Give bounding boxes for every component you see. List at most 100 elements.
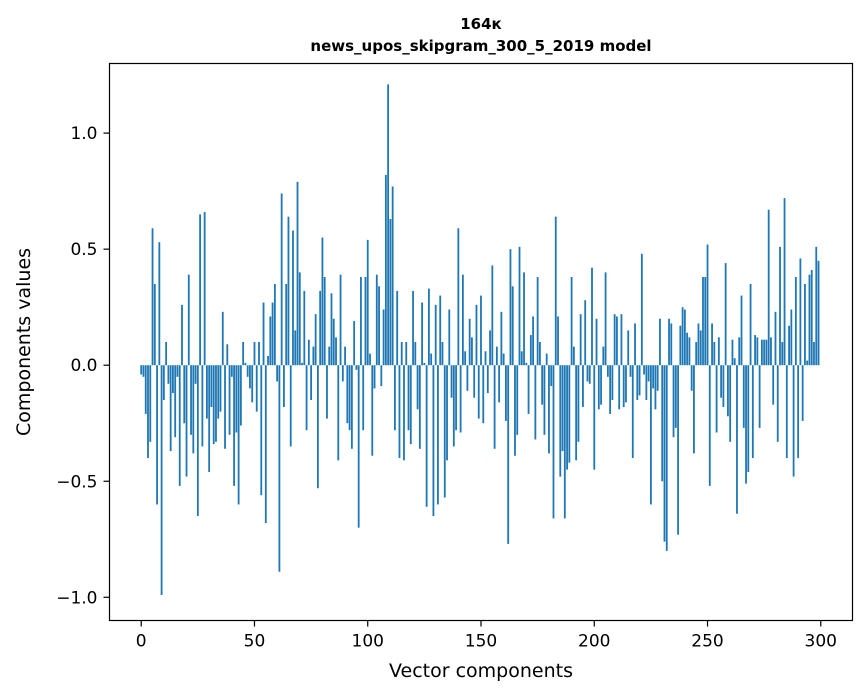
bar-20 bbox=[185, 365, 188, 477]
bar-169 bbox=[523, 272, 525, 366]
bar-244 bbox=[693, 365, 695, 454]
bar-163 bbox=[509, 249, 512, 366]
bar-55 bbox=[264, 365, 267, 524]
bar-19 bbox=[183, 365, 186, 424]
bar-120 bbox=[412, 290, 414, 366]
bar-289 bbox=[794, 277, 797, 366]
bar-245 bbox=[695, 342, 698, 366]
bar-84 bbox=[330, 293, 333, 366]
bar-181 bbox=[550, 365, 553, 387]
bar-287 bbox=[790, 309, 793, 366]
bar-50 bbox=[253, 342, 256, 366]
bar-229 bbox=[659, 318, 661, 366]
bar-263 bbox=[736, 365, 738, 514]
x-tick-label-300: 300 bbox=[805, 632, 837, 652]
bar-175 bbox=[536, 277, 539, 366]
bar-22 bbox=[190, 365, 192, 435]
y-axis-label: Components values bbox=[13, 248, 35, 436]
bar-40 bbox=[230, 365, 233, 377]
bar-36 bbox=[221, 311, 224, 366]
x-tick-label-150: 150 bbox=[465, 632, 497, 652]
bar-92 bbox=[348, 365, 351, 431]
bar-154 bbox=[489, 330, 491, 366]
bar-11 bbox=[165, 342, 168, 366]
bar-186 bbox=[561, 365, 564, 452]
bar-291 bbox=[799, 258, 802, 366]
bar-246 bbox=[697, 323, 700, 366]
bar-121 bbox=[414, 342, 417, 366]
bar-282 bbox=[779, 246, 781, 366]
bar-258 bbox=[724, 263, 727, 366]
bar-190 bbox=[570, 277, 573, 366]
bar-256 bbox=[720, 365, 723, 398]
bar-278 bbox=[770, 337, 772, 366]
bar-297 bbox=[813, 342, 815, 366]
bar-179 bbox=[545, 353, 548, 366]
bar-299 bbox=[817, 260, 820, 366]
bar-34 bbox=[217, 365, 220, 419]
bar-1 bbox=[142, 365, 145, 377]
bar-108 bbox=[384, 174, 387, 366]
bar-5 bbox=[151, 228, 154, 366]
bar-164 bbox=[511, 286, 514, 366]
bar-228 bbox=[656, 365, 659, 391]
bar-107 bbox=[382, 309, 385, 366]
bar-105 bbox=[378, 286, 380, 366]
bar-137 bbox=[450, 365, 453, 398]
bar-130 bbox=[434, 304, 437, 366]
bar-283 bbox=[781, 342, 784, 366]
bar-78 bbox=[317, 365, 319, 489]
bar-81 bbox=[323, 277, 326, 366]
bar-280 bbox=[774, 311, 777, 366]
bar-146 bbox=[471, 337, 473, 366]
bar-127 bbox=[427, 288, 430, 366]
bar-252 bbox=[711, 323, 713, 366]
bar-86 bbox=[335, 337, 337, 366]
x-tick-label-250: 250 bbox=[691, 632, 723, 652]
bar-147 bbox=[473, 365, 476, 398]
bar-65 bbox=[287, 216, 290, 366]
bar-248 bbox=[702, 277, 704, 366]
bar-98 bbox=[362, 365, 365, 431]
bar-156 bbox=[493, 365, 496, 449]
bar-10 bbox=[162, 365, 165, 401]
bar-239 bbox=[681, 307, 684, 366]
bar-235 bbox=[672, 365, 675, 438]
bar-194 bbox=[579, 314, 582, 366]
bar-247 bbox=[699, 330, 702, 366]
bar-144 bbox=[466, 365, 469, 391]
bar-177 bbox=[541, 365, 544, 405]
bar-71 bbox=[301, 362, 303, 366]
bar-272 bbox=[756, 337, 759, 366]
bar-257 bbox=[722, 365, 725, 407]
chart-title: 164к bbox=[460, 15, 502, 33]
bar-15 bbox=[174, 365, 177, 438]
bar-284 bbox=[783, 198, 786, 366]
bar-153 bbox=[486, 365, 489, 394]
bar-295 bbox=[808, 274, 811, 366]
bar-26 bbox=[199, 214, 202, 366]
y-tick-label-3: 0.5 bbox=[70, 240, 97, 260]
bar-209 bbox=[613, 314, 616, 366]
bar-35 bbox=[219, 365, 222, 412]
bar-223 bbox=[645, 365, 648, 401]
bar-188 bbox=[566, 365, 568, 470]
bar-25 bbox=[196, 365, 199, 517]
bar-4 bbox=[149, 365, 152, 442]
x-tick-label-200: 200 bbox=[578, 632, 610, 652]
bar-199 bbox=[591, 267, 593, 366]
bar-37 bbox=[224, 365, 226, 449]
bar-192 bbox=[575, 365, 578, 461]
bar-74 bbox=[307, 339, 310, 366]
bar-270 bbox=[751, 365, 754, 459]
bar-150 bbox=[480, 295, 482, 366]
bar-259 bbox=[727, 365, 729, 417]
bar-143 bbox=[464, 351, 467, 366]
bar-260 bbox=[729, 365, 732, 442]
bar-90 bbox=[344, 346, 346, 366]
bar-242 bbox=[688, 337, 691, 366]
bar-267 bbox=[745, 365, 747, 484]
bar-174 bbox=[534, 365, 537, 440]
bar-41 bbox=[233, 365, 235, 486]
bar-119 bbox=[409, 365, 412, 445]
